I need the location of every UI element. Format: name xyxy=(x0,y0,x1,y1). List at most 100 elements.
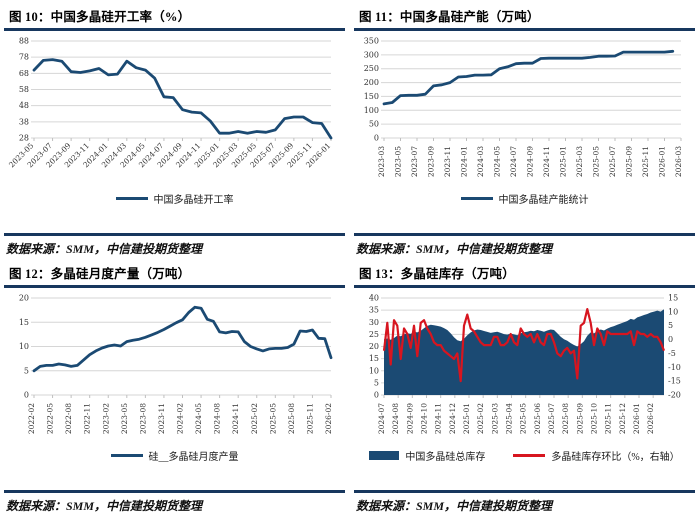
figure-11: 图 11：中国多晶硅产能（万吨） 0 50 100 150 200 250 300 350 20… xyxy=(350,0,700,257)
svg-text:0: 0 xyxy=(373,134,378,143)
svg-text:2026-02: 2026-02 xyxy=(324,403,333,434)
figure-10-chart: 28 38 48 58 68 78 88 2023-05 2023-07 2023-09 2023-… xyxy=(4,33,345,191)
svg-text:-10: -10 xyxy=(668,363,681,372)
svg-text:2025-05: 2025-05 xyxy=(591,146,600,177)
svg-text:10: 10 xyxy=(18,342,28,351)
operating-rate-line-chart: 283848586878882023-052023-072023-092023-… xyxy=(7,37,332,170)
figure-11-title: 图 11：中国多晶硅产能（万吨） xyxy=(359,10,540,24)
svg-text:40: 40 xyxy=(368,294,378,303)
svg-text:2025-11: 2025-11 xyxy=(305,403,314,434)
svg-text:2024-05: 2024-05 xyxy=(492,146,501,177)
svg-text:2024-02: 2024-02 xyxy=(175,403,184,434)
svg-text:2025-01: 2025-01 xyxy=(462,403,471,434)
inventory-area-line-chart: 0 5 10 15 20 25 30 35 40 -20 -15 -10 -5 0 5 10 15 2024-07… xyxy=(368,294,681,435)
svg-text:2024-09: 2024-09 xyxy=(525,146,534,177)
svg-text:2026-01: 2026-01 xyxy=(657,146,666,177)
data-source-note: 数据来源：SMM，中信建投期货整理 xyxy=(356,242,553,256)
figure-12: 图 12：多晶硅月度产量（万吨） 0 5 10 15 20 2022-02 2022-05 2… xyxy=(0,257,350,514)
svg-text:2024-07: 2024-07 xyxy=(377,403,386,434)
figure-12-legend: 硅__多晶硅月度产量 xyxy=(4,448,345,463)
red-line-swatch-icon xyxy=(513,454,546,457)
figure-12-title: 图 12：多晶硅月度产量（万吨） xyxy=(9,267,191,281)
svg-text:2025-01: 2025-01 xyxy=(558,146,567,177)
svg-text:78: 78 xyxy=(18,53,28,62)
title-rule xyxy=(4,28,345,31)
legend-item-wow: 多晶硅库存环比（%，右轴） xyxy=(513,448,680,463)
svg-text:68: 68 xyxy=(18,69,28,78)
svg-text:350: 350 xyxy=(363,37,378,46)
svg-text:15: 15 xyxy=(668,294,678,303)
figure-11-legend: 中国多晶硅产能统计 xyxy=(354,191,695,206)
svg-text:2025-09: 2025-09 xyxy=(575,403,584,434)
legend-label: 中国多晶硅总库存 xyxy=(405,452,486,463)
svg-text:20: 20 xyxy=(18,294,28,303)
svg-text:2023-11: 2023-11 xyxy=(443,146,452,177)
svg-text:2024-11: 2024-11 xyxy=(433,403,442,434)
svg-text:2024-03: 2024-03 xyxy=(476,146,485,177)
figure-10-legend: 中国多晶硅开工率 xyxy=(4,191,345,206)
svg-text:2025-09: 2025-09 xyxy=(624,146,633,177)
data-source-note: 数据来源：SMM，中信建投期货整理 xyxy=(356,499,553,513)
svg-text:25: 25 xyxy=(368,330,378,339)
data-source-note: 数据来源：SMM，中信建投期货整理 xyxy=(6,499,203,513)
monthly-output-line-chart: 0 5 10 15 20 2022-02 2022-05 2022-08 2022-11 2023… xyxy=(18,294,333,435)
svg-text:2024-08: 2024-08 xyxy=(212,403,221,434)
svg-text:2025-07: 2025-07 xyxy=(608,146,617,177)
footer-rule xyxy=(4,490,345,493)
svg-text:10: 10 xyxy=(368,366,378,375)
svg-text:-5: -5 xyxy=(668,349,676,358)
svg-text:2025-11: 2025-11 xyxy=(641,146,650,177)
svg-text:28: 28 xyxy=(18,134,28,143)
navy-line-swatch-icon xyxy=(110,454,143,457)
svg-text:2026-02: 2026-02 xyxy=(646,403,655,434)
svg-text:2022-02: 2022-02 xyxy=(27,403,36,434)
svg-text:2024-01: 2024-01 xyxy=(459,146,468,177)
navy-area-swatch-icon xyxy=(369,451,400,460)
svg-text:2023-03: 2023-03 xyxy=(377,146,386,177)
svg-text:2023-11: 2023-11 xyxy=(156,403,165,434)
legend-item: 中国多晶硅产能统计 xyxy=(460,191,589,206)
svg-text:2024-12: 2024-12 xyxy=(447,403,456,434)
svg-text:35: 35 xyxy=(368,306,378,315)
svg-text:2023-08: 2023-08 xyxy=(138,403,147,434)
svg-text:2025-02: 2025-02 xyxy=(476,403,485,434)
footer-rule xyxy=(4,233,345,236)
svg-text:100: 100 xyxy=(363,106,378,115)
figure-13: 图 13：多晶硅库存（万吨） 0 5 10 15 20 25 30 35 40 -20 -15 -10… xyxy=(350,257,700,514)
navy-line-swatch-icon xyxy=(460,197,493,200)
title-rule xyxy=(354,28,695,31)
svg-text:2025-03: 2025-03 xyxy=(490,403,499,434)
figure-10-title: 图 10：中国多晶硅开工率（%） xyxy=(9,10,191,24)
svg-text:2026-03: 2026-03 xyxy=(674,146,683,177)
title-rule xyxy=(354,285,695,288)
svg-text:150: 150 xyxy=(363,92,378,101)
figure-13-chart: 0 5 10 15 20 25 30 35 40 -20 -15 -10 -5 0 5 10 15 2024-07… xyxy=(354,290,695,448)
capacity-line-chart: 0 50 100 150 200 250 300 350 2023-03 2023-05 2023-… xyxy=(363,37,683,178)
svg-text:0: 0 xyxy=(373,391,378,400)
legend-item: 中国多晶硅开工率 xyxy=(115,191,234,206)
svg-text:38: 38 xyxy=(18,117,28,126)
legend-label: 中国多晶硅产能统计 xyxy=(498,195,589,206)
svg-text:-20: -20 xyxy=(668,391,681,400)
svg-text:2025-08: 2025-08 xyxy=(561,403,570,434)
svg-text:88: 88 xyxy=(18,37,28,46)
svg-text:250: 250 xyxy=(363,64,378,73)
svg-text:2024-07: 2024-07 xyxy=(509,146,518,177)
svg-text:15: 15 xyxy=(368,354,378,363)
spacer xyxy=(354,206,695,233)
spacer xyxy=(354,463,695,490)
svg-text:2024-09: 2024-09 xyxy=(405,403,414,434)
svg-text:2022-05: 2022-05 xyxy=(45,403,54,434)
svg-text:2025-12: 2025-12 xyxy=(617,403,626,434)
svg-text:-15: -15 xyxy=(668,377,681,386)
svg-text:2025-08: 2025-08 xyxy=(286,403,295,434)
svg-text:2024-10: 2024-10 xyxy=(419,403,428,434)
svg-text:48: 48 xyxy=(18,101,28,110)
spacer xyxy=(4,206,345,233)
svg-text:0: 0 xyxy=(23,391,28,400)
figure-13-legend: 中国多晶硅总库存 多晶硅库存环比（%，右轴） xyxy=(354,448,695,463)
svg-text:2025-06: 2025-06 xyxy=(532,403,541,434)
spacer xyxy=(4,463,345,490)
legend-item: 硅__多晶硅月度产量 xyxy=(110,448,239,463)
